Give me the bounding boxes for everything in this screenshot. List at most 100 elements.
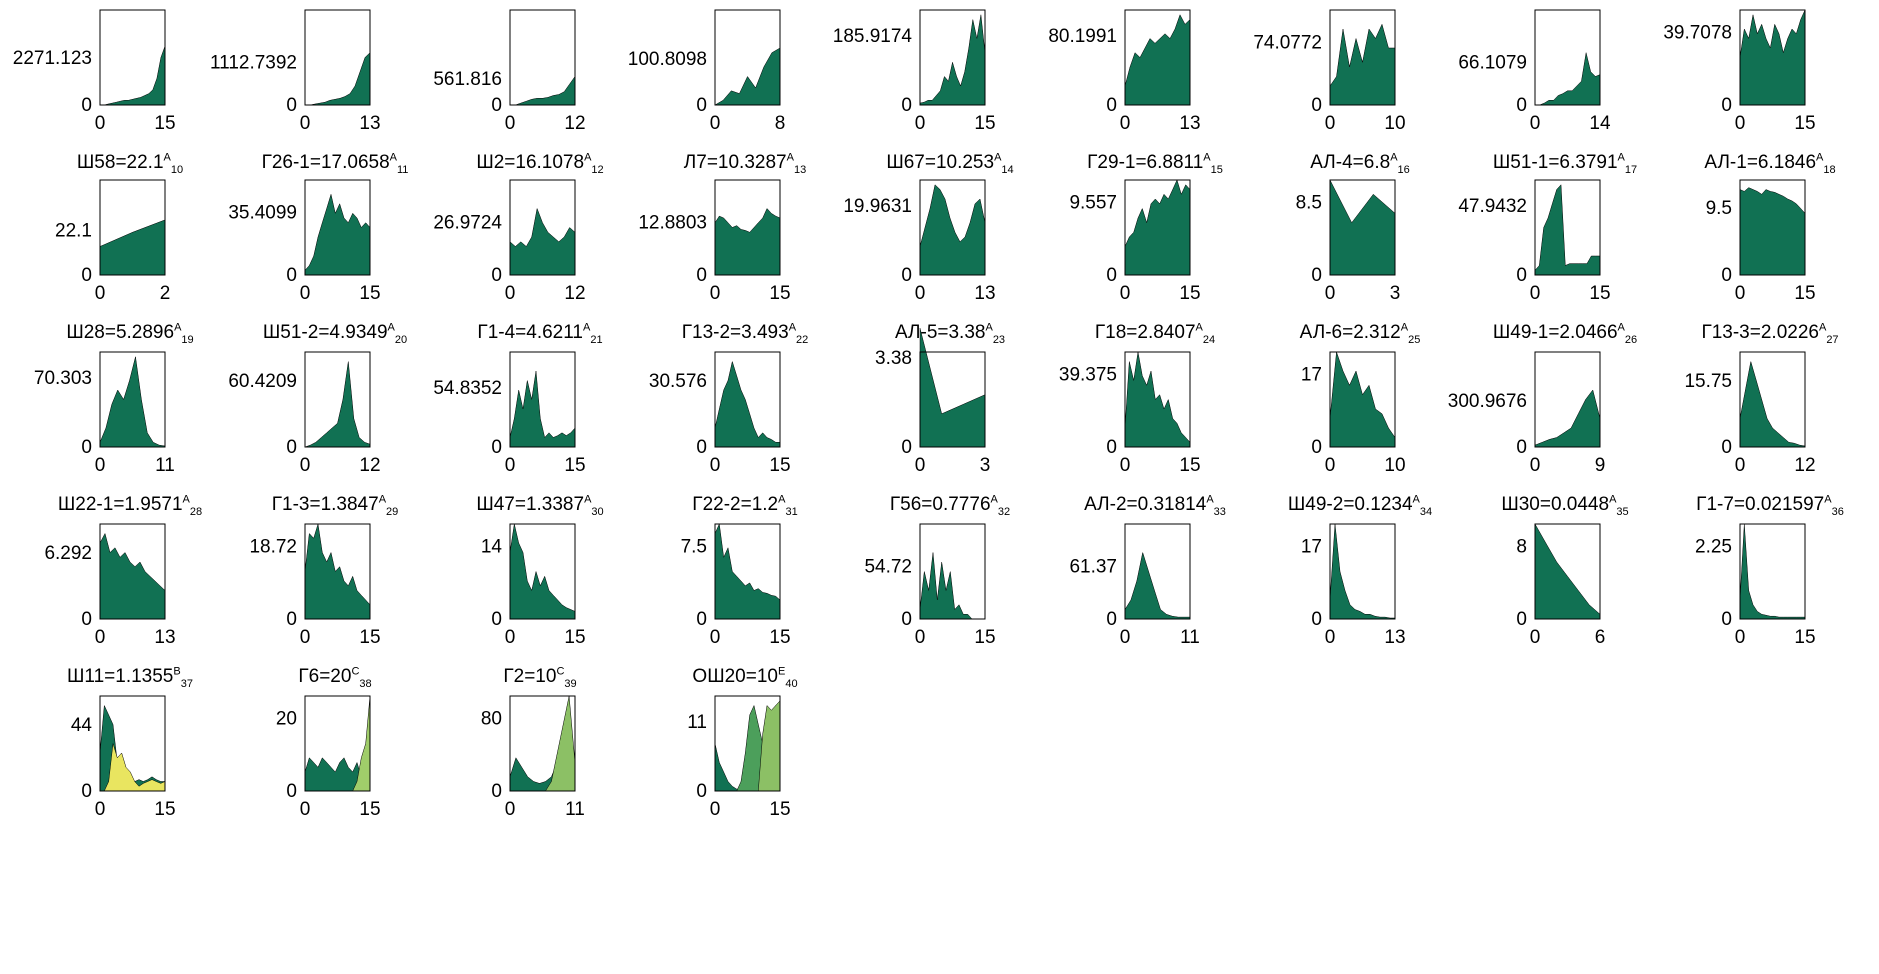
area-series-1: [1329, 523, 1396, 620]
y-max-label: 80: [481, 709, 502, 730]
y-zero-label: 0: [696, 609, 707, 630]
mini-chart-panel: 300.9676 0 0 9 Ш30=0.0448A35: [1435, 342, 1629, 522]
x-min-tick: 0: [710, 113, 721, 134]
mini-chart-svg: 8.5 00 3: [1296, 179, 1400, 304]
x-max-tick: 6: [1595, 627, 1606, 648]
panel-caption: Ш30=0.0448A35: [1455, 493, 1675, 517]
caption-sup: A: [1609, 493, 1617, 506]
x-max-tick: 15: [769, 455, 790, 476]
caption-sup: A: [1390, 151, 1398, 164]
area-series-1: [919, 552, 985, 620]
mini-chart-svg: 26.9724 00 12: [433, 179, 586, 304]
caption-text: АЛ-6=2.312: [1299, 322, 1401, 343]
mini-chart-panel: 17 0 0 10 Ш49-2=0.1234A34: [1230, 342, 1432, 522]
area-series-1: [1739, 187, 1806, 276]
x-max-tick: 3: [980, 455, 991, 476]
caption-sup: A: [994, 151, 1002, 164]
y-zero-label: 0: [1106, 437, 1117, 458]
mini-chart-svg: 8 00 6: [1516, 523, 1606, 648]
caption-text: Г6=20: [298, 666, 352, 687]
y-zero-label: 0: [1106, 265, 1117, 286]
mini-chart-svg: 3.38 00 3: [875, 328, 991, 476]
mini-chart-panel: 17 0 0 13: [1230, 514, 1406, 694]
x-max-tick: 9: [1595, 455, 1606, 476]
mini-chart-svg: 61.37 00 11: [1069, 523, 1200, 648]
panel-caption: Г56=0.7776A32: [840, 494, 1060, 518]
mini-chart-svg: 66.1079 00 14: [1458, 9, 1611, 134]
caption-sub: 26: [1624, 333, 1638, 346]
mini-chart-panel: 74.0772 0 0 10 АЛ-4=6.8A16: [1230, 0, 1410, 180]
x-min-tick: 0: [95, 113, 106, 134]
area-series-1: [99, 532, 166, 620]
plot-frame: [1534, 523, 1601, 620]
caption-sub: 33: [1213, 505, 1226, 518]
caption-sup: A: [389, 151, 397, 164]
mini-chart-panel: 8.5 0 0 3 АЛ-6=2.312A25: [1230, 170, 1420, 350]
mini-chart-panel: 7.5 0 0 15 ОШ20=10E40: [615, 514, 798, 694]
caption-text: Ш28=5.2896: [66, 322, 175, 343]
x-max-tick: 13: [1179, 113, 1200, 134]
area-series-1: [714, 360, 781, 448]
caption-sub: 32: [997, 505, 1011, 518]
x-max-tick: 15: [359, 283, 380, 304]
area-series-1: [714, 523, 781, 620]
mini-chart-svg: 35.4099 00 15: [228, 179, 381, 304]
y-zero-label: 0: [491, 95, 502, 116]
caption-sub: 22: [796, 333, 809, 346]
x-min-tick: 0: [300, 113, 311, 134]
x-min-tick: 0: [1530, 113, 1541, 134]
caption-text: АЛ-5=3.38: [894, 322, 986, 343]
x-min-tick: 0: [1325, 455, 1336, 476]
caption-text: Ш11=1.1355: [67, 666, 174, 687]
panel-caption: Ш22-1=1.9571A28: [20, 494, 240, 518]
x-min-tick: 0: [1530, 283, 1541, 304]
caption-sub: 23: [992, 333, 1006, 346]
x-min-tick: 0: [1530, 627, 1541, 648]
x-min-tick: 0: [95, 627, 106, 648]
mini-chart-panel: 39.375 0 0 15 АЛ-2=0.31814A33: [1025, 342, 1226, 522]
caption-sub: 24: [1202, 333, 1216, 346]
plot-frame: [509, 351, 576, 448]
x-max-tick: 15: [769, 283, 790, 304]
caption-sup: A: [1203, 151, 1211, 164]
panel-caption: Г18=2.8407A24: [1045, 322, 1265, 346]
caption-sub: 31: [785, 505, 798, 518]
caption-sub: 12: [591, 163, 604, 176]
caption-sup: A: [788, 321, 797, 334]
x-min-tick: 0: [1530, 455, 1541, 476]
caption-text: Ш51-1=6.3791: [1492, 152, 1618, 173]
y-max-label: 74.0772: [1253, 32, 1322, 53]
mini-chart-svg: 185.9174 00 15: [833, 9, 996, 134]
caption-sub: 40: [785, 677, 798, 690]
area-series-1: [509, 207, 576, 276]
y-max-label: 2271.123: [13, 48, 92, 69]
mini-chart-panel: 185.9174 0 0 15 Ш67=10.253A14: [820, 0, 1014, 180]
caption-text: Г22-2=1.2: [692, 494, 779, 515]
plot-frame: [304, 9, 371, 106]
y-zero-label: 0: [491, 781, 502, 802]
plot-frame: [1329, 351, 1396, 448]
mini-chart-panel: 39.7078 0 0 15 АЛ-1=6.1846A18: [1640, 0, 1836, 180]
x-max-tick: 15: [769, 799, 790, 820]
y-max-label: 100.8098: [628, 49, 707, 70]
area-series-1: [99, 219, 166, 276]
x-max-tick: 12: [564, 113, 585, 134]
x-min-tick: 0: [915, 283, 926, 304]
plot-frame: [714, 351, 781, 448]
caption-sub: 28: [189, 505, 203, 518]
caption-text: Ш58=22.1: [76, 152, 164, 173]
mini-chart-svg: 14 00 15: [481, 523, 586, 648]
y-zero-label: 0: [696, 265, 707, 286]
mini-chart-panel: 19.9631 0 0 13 АЛ-5=3.38A23: [820, 170, 1005, 350]
x-max-tick: 15: [974, 627, 995, 648]
y-max-label: 54.8352: [433, 378, 502, 399]
caption-text: Ш22-1=1.9571: [57, 494, 183, 515]
area-series-1: [714, 208, 781, 276]
mini-chart-panel: 6.292 0 0 13 Ш11=1.1355B37: [0, 514, 193, 694]
y-max-label: 47.9432: [1458, 196, 1527, 217]
y-max-label: 26.9724: [433, 212, 502, 233]
plot-frame: [1739, 523, 1806, 620]
mini-chart-svg: 11 00 15: [687, 695, 791, 820]
y-zero-label: 0: [1516, 437, 1527, 458]
